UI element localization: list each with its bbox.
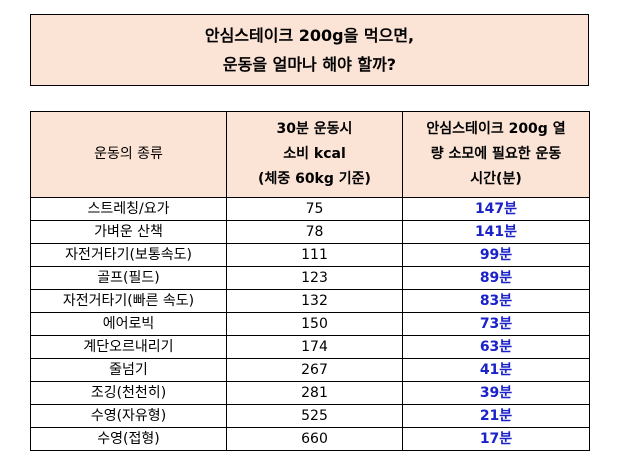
kcal-cell: 132 — [226, 289, 403, 313]
exercise-cell: 가벼운 산책 — [30, 220, 227, 244]
table-row: 계단오르내리기 174 63분 — [30, 335, 590, 359]
header-row: 운동의 종류 30분 운동시 소비 kcal (체중 60kg 기준) 안심스테… — [30, 111, 590, 198]
table-row: 스트레칭/요가 75 147분 — [30, 197, 590, 221]
minutes-cell: 17분 — [402, 427, 590, 451]
kcal-cell: 111 — [226, 243, 403, 267]
minutes-cell: 141분 — [402, 220, 590, 244]
table-row: 자전거타기(보통속도) 111 99분 — [30, 243, 590, 267]
table-row: 줄넘기 267 41분 — [30, 358, 590, 382]
header-minutes: 안심스테이크 200g 열 량 소모에 필요한 운동 시간(분) — [402, 111, 590, 198]
header-kcal-line-3: (체중 60kg 기준) — [258, 171, 371, 187]
minutes-cell: 83분 — [402, 289, 590, 313]
exercise-cell: 수영(자유형) — [30, 404, 227, 428]
minutes-cell: 21분 — [402, 404, 590, 428]
header-minutes-line-3: 시간(분) — [470, 171, 522, 187]
table-row: 조깅(천천히) 281 39분 — [30, 381, 590, 405]
minutes-cell: 41분 — [402, 358, 590, 382]
minutes-cell: 99분 — [402, 243, 590, 267]
table-row: 수영(자유형) 525 21분 — [30, 404, 590, 428]
exercise-cell: 조깅(천천히) — [30, 381, 227, 405]
minutes-cell: 39분 — [402, 381, 590, 405]
exercise-cell: 수영(접형) — [30, 427, 227, 451]
kcal-cell: 123 — [226, 266, 403, 290]
kcal-cell: 281 — [226, 381, 403, 405]
kcal-cell: 174 — [226, 335, 403, 359]
table-row: 골프(필드) 123 89분 — [30, 266, 590, 290]
header-kcal: 30분 운동시 소비 kcal (체중 60kg 기준) — [226, 111, 403, 198]
kcal-cell: 267 — [226, 358, 403, 382]
exercise-cell: 자전거타기(빠른 속도) — [30, 289, 227, 313]
table-row: 수영(접형) 660 17분 — [30, 427, 590, 451]
title-box: 안심스테이크 200g을 먹으면, 운동을 얼마나 해야 할까? — [30, 14, 589, 86]
minutes-cell: 73분 — [402, 312, 590, 336]
kcal-cell: 525 — [226, 404, 403, 428]
title-line-1: 안심스테이크 200g을 먹으면, — [204, 26, 415, 45]
exercise-cell: 계단오르내리기 — [30, 335, 227, 359]
title-line-2: 운동을 얼마나 해야 할까? — [222, 55, 397, 74]
table-row: 가벼운 산책 78 141분 — [30, 220, 590, 244]
header-minutes-line-1: 안심스테이크 200g 열 — [426, 121, 566, 137]
header-minutes-line-2: 량 소모에 필요한 운동 — [430, 146, 562, 162]
header-exercise-type: 운동의 종류 — [30, 111, 227, 198]
exercise-cell: 스트레칭/요가 — [30, 197, 227, 221]
minutes-cell: 63분 — [402, 335, 590, 359]
header-kcal-line-2: 소비 kcal — [283, 146, 346, 162]
exercise-cell: 자전거타기(보통속도) — [30, 243, 227, 267]
exercise-cell: 골프(필드) — [30, 266, 227, 290]
kcal-cell: 78 — [226, 220, 403, 244]
header-kcal-line-1: 30분 운동시 — [276, 121, 353, 137]
table-row: 자전거타기(빠른 속도) 132 83분 — [30, 289, 590, 313]
table-row: 에어로빅 150 73분 — [30, 312, 590, 336]
kcal-cell: 660 — [226, 427, 403, 451]
kcal-cell: 75 — [226, 197, 403, 221]
exercise-cell: 에어로빅 — [30, 312, 227, 336]
exercise-table: 운동의 종류 30분 운동시 소비 kcal (체중 60kg 기준) 안심스테… — [30, 111, 590, 451]
minutes-cell: 89분 — [402, 266, 590, 290]
minutes-cell: 147분 — [402, 197, 590, 221]
exercise-cell: 줄넘기 — [30, 358, 227, 382]
kcal-cell: 150 — [226, 312, 403, 336]
